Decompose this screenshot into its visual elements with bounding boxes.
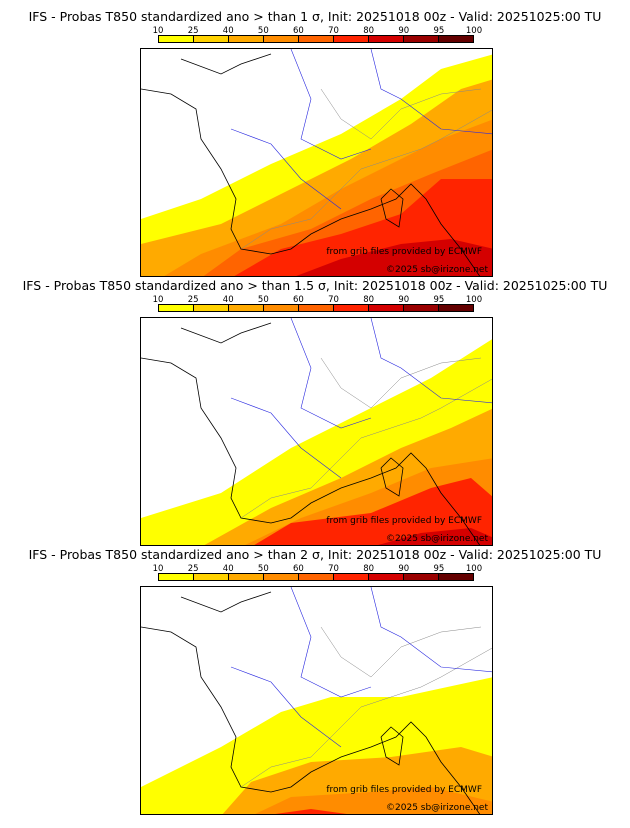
colorbar-label: 60 <box>293 295 304 305</box>
panel-title: IFS - Probas T850 standardized ano > tha… <box>22 278 608 293</box>
colorbar-label: 70 <box>328 564 339 574</box>
colorbar-label: 100 <box>465 564 483 574</box>
colorbar-segment <box>159 574 194 580</box>
probability-area <box>378 528 492 545</box>
colorbar-segment <box>334 574 369 580</box>
colorbar-label: 25 <box>187 564 199 574</box>
colorbar-label: 10 <box>152 564 164 574</box>
colorbar-segment <box>264 36 299 42</box>
colorbar-label: 40 <box>222 26 234 36</box>
colorbar-label: 95 <box>433 564 445 574</box>
copyright: ©2025 sb@irizone.net <box>386 803 488 813</box>
colorbar-segment <box>229 574 264 580</box>
colorbar-segment <box>369 36 404 42</box>
map-panel: IFS - Probas T850 standardized ano > tha… <box>0 269 630 546</box>
colorbar-segment <box>299 36 334 42</box>
panel-title: IFS - Probas T850 standardized ano > tha… <box>28 547 602 562</box>
colorbar-label: 95 <box>433 26 445 36</box>
colorbar-segment <box>229 305 264 311</box>
probability-map: from grib files provided by ECMWF ©2025 … <box>140 586 493 815</box>
colorbar-segment <box>439 305 473 311</box>
colorbar-label: 90 <box>398 564 410 574</box>
colorbar-label: 60 <box>293 564 304 574</box>
colorbar-label: 40 <box>222 564 234 574</box>
probability-map: from grib files provided by ECMWF ©2025 … <box>140 48 493 277</box>
colorbar-segment <box>404 305 439 311</box>
colorbar-label: 50 <box>257 26 269 36</box>
colorbar-segment <box>439 36 473 42</box>
colorbar-labels: 10 25 40 50 60 70 80 90 95 100 <box>153 564 483 574</box>
colorbar-label: 100 <box>465 295 483 305</box>
colorbar-segment <box>159 36 194 42</box>
colorbar-segment <box>404 36 439 42</box>
map-panel: IFS - Probas T850 standardized ano > tha… <box>0 538 630 815</box>
probability-area <box>255 787 492 814</box>
colorbar-label: 95 <box>433 295 445 305</box>
colorbar-segment <box>334 36 369 42</box>
colorbar-label: 100 <box>465 26 483 36</box>
colorbar-label: 90 <box>398 26 410 36</box>
colorbar-label: 50 <box>257 295 269 305</box>
probability-area <box>275 809 347 814</box>
colorbar-label: 25 <box>187 26 199 36</box>
colorbar-segment <box>299 574 334 580</box>
probability-area <box>254 478 492 545</box>
colorbar-label: 10 <box>152 26 164 36</box>
colorbar-labels: 10 25 40 50 60 70 80 90 95 100 <box>153 295 483 305</box>
colorbar-label: 50 <box>257 564 269 574</box>
map-panel: IFS - Probas T850 standardized ano > tha… <box>0 0 630 277</box>
colorbar <box>158 304 474 312</box>
colorbar-label: 80 <box>363 564 375 574</box>
colorbar-segment <box>264 305 299 311</box>
colorbar-segment <box>369 574 404 580</box>
colorbar-label: 80 <box>363 295 375 305</box>
colorbar-labels: 10 25 40 50 60 70 80 90 95 100 <box>153 26 483 36</box>
colorbar-segment <box>334 305 369 311</box>
colorbar-label: 25 <box>187 295 199 305</box>
copyright: ©2025 sb@irizone.net <box>386 534 488 544</box>
colorbar-segment <box>264 574 299 580</box>
copyright: ©2025 sb@irizone.net <box>386 265 488 275</box>
colorbar <box>158 573 474 581</box>
colorbar-segment <box>369 305 404 311</box>
colorbar-label: 80 <box>363 26 375 36</box>
colorbar-segment <box>404 574 439 580</box>
colorbar-segment <box>299 305 334 311</box>
colorbar-segment <box>229 36 264 42</box>
source-credit: from grib files provided by ECMWF <box>326 785 482 795</box>
colorbar-segment <box>439 574 473 580</box>
panel-title: IFS - Probas T850 standardized ano > tha… <box>28 9 602 24</box>
colorbar-segment <box>194 574 229 580</box>
colorbar-label: 70 <box>328 26 339 36</box>
colorbar-label: 10 <box>152 295 164 305</box>
colorbar-label: 70 <box>328 295 339 305</box>
probability-area <box>296 239 492 276</box>
colorbar <box>158 35 474 43</box>
colorbar-label: 60 <box>293 26 304 36</box>
probability-map: from grib files provided by ECMWF ©2025 … <box>140 317 493 546</box>
source-credit: from grib files provided by ECMWF <box>326 247 482 257</box>
colorbar-label: 40 <box>222 295 234 305</box>
source-credit: from grib files provided by ECMWF <box>326 516 482 526</box>
colorbar-segment <box>159 305 194 311</box>
colorbar-segment <box>194 305 229 311</box>
colorbar-label: 90 <box>398 295 410 305</box>
colorbar-segment <box>194 36 229 42</box>
